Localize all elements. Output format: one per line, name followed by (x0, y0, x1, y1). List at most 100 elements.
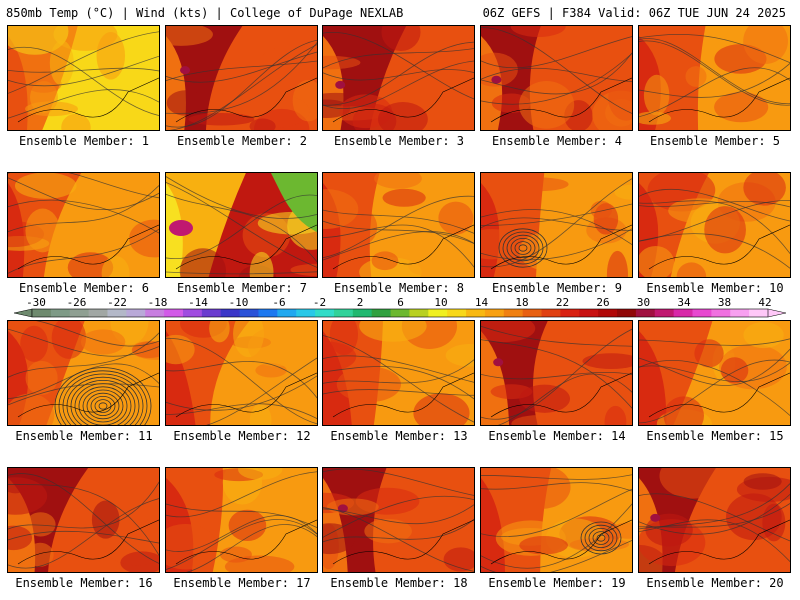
colorbar-tick-label: 18 (515, 296, 529, 309)
colorbar-swatch (617, 309, 637, 317)
header-title-left: 850mb Temp (°C) | Wind (kts) | College o… (6, 6, 404, 20)
ensemble-member-map (638, 25, 791, 131)
ensemble-member-map (322, 25, 475, 131)
ensemble-member-map (638, 467, 791, 573)
ensemble-member-map (480, 172, 633, 278)
ensemble-member-label: Ensemble Member: 13 (330, 429, 468, 443)
colorbar-swatch (315, 309, 335, 317)
ensemble-member-label: Ensemble Member: 11 (15, 429, 153, 443)
ensemble-member-map (7, 320, 160, 426)
colorbar-swatch (579, 309, 599, 317)
colorbar-swatch (447, 309, 467, 317)
ensemble-member-map (165, 467, 318, 573)
colorbar-swatch (352, 309, 373, 317)
colorbar-tick-label: -10 (228, 296, 249, 309)
colorbar-swatch (522, 309, 543, 317)
colorbar-swatch (50, 309, 71, 317)
colorbar-swatch (730, 309, 750, 317)
colorbar-max-arrow (767, 308, 787, 318)
ensemble-member-map (165, 320, 318, 426)
colorbar-swatch (390, 309, 410, 317)
colorbar-tick-label: 22 (555, 296, 570, 309)
ensemble-member-label: Ensemble Member: 18 (330, 576, 468, 590)
colorbar-swatch (126, 309, 146, 317)
ensemble-member-label: Ensemble Member: 20 (646, 576, 784, 590)
colorbar-tick-label: 10 (434, 296, 448, 309)
colorbar-swatch (541, 309, 561, 317)
colorbar-tick-label: -18 (147, 296, 168, 309)
colorbar-swatch (654, 309, 675, 317)
colorbar-swatch (182, 309, 203, 317)
ensemble-member-label: Ensemble Member: 3 (333, 134, 465, 148)
colorbar-swatch (598, 309, 618, 317)
ensemble-member-label: Ensemble Member: 7 (176, 281, 308, 295)
colorbar-tick-label: 14 (474, 296, 489, 309)
ensemble-member-label: Ensemble Member: 12 (173, 429, 311, 443)
colorbar-swatch (145, 309, 165, 317)
colorbar-swatch (692, 309, 712, 317)
colorbar-swatch (635, 309, 656, 317)
ensemble-member-label: Ensemble Member: 19 (488, 576, 626, 590)
ensemble-member-label: Ensemble Member: 1 (18, 134, 150, 148)
colorbar-outline (31, 308, 769, 318)
colorbar-tick-label: -30 (26, 296, 46, 309)
ensemble-member-map (322, 172, 475, 278)
colorbar-tick-label: 26 (596, 296, 610, 309)
ensemble-member-label: Ensemble Member: 2 (176, 134, 308, 148)
colorbar-swatch (258, 309, 278, 317)
ensemble-member-label: Ensemble Member: 14 (488, 429, 626, 443)
ensemble-member-label: Ensemble Member: 6 (18, 281, 150, 295)
colorbar-swatch (484, 309, 505, 317)
ensemble-member-map (7, 172, 160, 278)
colorbar-swatch (164, 309, 184, 317)
colorbar-swatch (711, 309, 731, 317)
colorbar-swatch (466, 309, 486, 317)
colorbar-tick-label: -14 (188, 296, 208, 309)
colorbar-swatch (503, 309, 524, 317)
colorbar-swatch (277, 309, 297, 317)
ensemble-member-map (322, 467, 475, 573)
colorbar-swatch (428, 309, 448, 317)
colorbar-tick-label: -26 (66, 296, 87, 309)
colorbar-tick-label: 30 (636, 296, 651, 309)
colorbar-swatch (409, 309, 429, 317)
colorbar-tick-label: 38 (717, 296, 732, 309)
ensemble-member-map (480, 25, 633, 131)
colorbar-tick-label: 6 (397, 296, 404, 309)
ensemble-member-map (638, 320, 791, 426)
ensemble-member-map (165, 172, 318, 278)
ensemble-member-map (638, 172, 791, 278)
ensemble-member-map (480, 467, 633, 573)
colorbar-swatch (673, 309, 694, 317)
ensemble-member-map (165, 25, 318, 131)
ensemble-member-label: Ensemble Member: 17 (173, 576, 311, 590)
ensemble-member-map (322, 320, 475, 426)
colorbar-tick-label: 2 (356, 296, 364, 309)
colorbar-swatch (107, 309, 127, 317)
colorbar-tick-label: -2 (312, 296, 327, 309)
colorbar-swatch (560, 309, 580, 317)
ensemble-member-label: Ensemble Member: 8 (333, 281, 465, 295)
colorbar-swatch (88, 309, 108, 317)
ensemble-member-map (480, 320, 633, 426)
ensemble-member-map (7, 25, 160, 131)
colorbar-swatch (296, 309, 316, 317)
colorbar-swatch (32, 309, 52, 317)
ensemble-member-label: Ensemble Member: 15 (646, 429, 784, 443)
colorbar-tick-label: -6 (272, 296, 286, 309)
colorbar-swatch (69, 309, 90, 317)
colorbar-min-arrow (13, 308, 33, 318)
colorbar-swatch (371, 309, 392, 317)
ensemble-member-label: Ensemble Member: 9 (491, 281, 623, 295)
colorbar-swatch (749, 309, 769, 317)
colorbar-tick-label: 42 (758, 296, 772, 309)
header-title-right: 06Z GEFS | F384 Valid: 06Z TUE JUN 24 20… (482, 6, 786, 20)
ensemble-member-label: Ensemble Member: 10 (646, 281, 784, 295)
ensemble-member-label: Ensemble Member: 5 (649, 134, 781, 148)
ensemble-member-map (7, 467, 160, 573)
colorbar-tick-label: 34 (677, 296, 691, 309)
colorbar-swatch (333, 309, 354, 317)
colorbar-tick-label: -22 (107, 296, 127, 309)
ensemble-member-label: Ensemble Member: 16 (15, 576, 153, 590)
temperature-colorbar (13, 308, 787, 318)
